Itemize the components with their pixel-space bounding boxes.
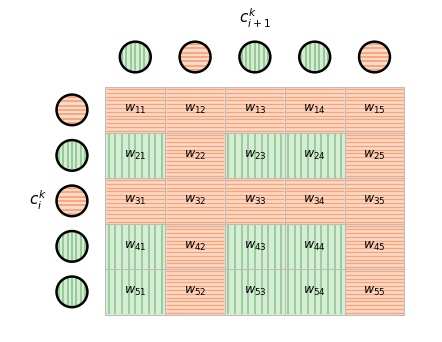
Circle shape [179,42,210,72]
Bar [225,269,285,315]
Text: $w_{51}$: $w_{51}$ [124,285,147,299]
Bar [165,87,225,133]
Bar [105,133,165,178]
Text: $w_{13}$: $w_{13}$ [244,103,266,117]
Bar [225,87,285,133]
Text: $w_{34}$: $w_{34}$ [303,194,326,208]
Bar [105,224,165,269]
Bar [285,178,345,224]
Bar [165,87,225,133]
Bar [165,133,225,178]
Text: $w_{23}$: $w_{23}$ [244,149,266,162]
Bar [285,224,345,269]
Text: $w_{11}$: $w_{11}$ [124,103,147,117]
Text: $w_{25}$: $w_{25}$ [363,149,386,162]
Bar [225,133,285,178]
Text: $w_{54}$: $w_{54}$ [303,285,326,299]
Text: $w_{12}$: $w_{12}$ [184,103,206,117]
Bar [105,133,165,178]
Text: $w_{15}$: $w_{15}$ [363,103,386,117]
Bar [285,87,345,133]
Bar [225,178,285,224]
Bar [345,224,404,269]
Bar [225,87,285,133]
Bar [345,133,404,178]
Bar [225,224,285,269]
Circle shape [359,42,390,72]
Text: $c_{i+1}^{k}$: $c_{i+1}^{k}$ [239,6,271,30]
Bar [345,87,404,133]
Circle shape [299,42,330,72]
Bar [345,133,404,178]
Bar [105,87,165,133]
Bar [225,269,285,315]
Bar [285,178,345,224]
Bar [345,178,404,224]
Text: $w_{53}$: $w_{53}$ [244,285,266,299]
Text: $w_{22}$: $w_{22}$ [184,149,206,162]
Bar [165,224,225,269]
Bar [225,133,285,178]
Text: $w_{42}$: $w_{42}$ [184,240,206,253]
Circle shape [57,277,88,307]
Circle shape [57,186,88,216]
Bar [105,87,165,133]
Bar [225,178,285,224]
Text: $w_{55}$: $w_{55}$ [363,285,386,299]
Bar [165,269,225,315]
Bar [165,269,225,315]
Text: $w_{21}$: $w_{21}$ [124,149,147,162]
Bar [285,269,345,315]
Circle shape [120,42,151,72]
Bar [165,178,225,224]
Bar [345,87,404,133]
Bar [285,224,345,269]
Bar [345,269,404,315]
Text: $w_{52}$: $w_{52}$ [184,285,206,299]
Circle shape [240,42,271,72]
Bar [345,269,404,315]
Bar [285,133,345,178]
Bar [105,224,165,269]
Bar [165,133,225,178]
Text: $w_{43}$: $w_{43}$ [244,240,266,253]
Circle shape [57,95,88,125]
Text: $w_{14}$: $w_{14}$ [303,103,326,117]
Text: $w_{24}$: $w_{24}$ [303,149,326,162]
Text: $c_{i}^{k}$: $c_{i}^{k}$ [29,189,46,212]
Text: $w_{41}$: $w_{41}$ [124,240,147,253]
Text: $w_{32}$: $w_{32}$ [184,194,206,208]
Bar [165,224,225,269]
Bar [105,269,165,315]
Bar [285,87,345,133]
Bar [345,178,404,224]
Circle shape [57,231,88,262]
Text: $w_{35}$: $w_{35}$ [363,194,386,208]
Text: $w_{33}$: $w_{33}$ [244,194,266,208]
Text: $w_{44}$: $w_{44}$ [303,240,326,253]
Bar [225,224,285,269]
Bar [105,178,165,224]
Bar [105,269,165,315]
Text: $w_{45}$: $w_{45}$ [363,240,386,253]
Text: $w_{31}$: $w_{31}$ [124,194,147,208]
Bar [285,269,345,315]
Bar [285,133,345,178]
Bar [345,224,404,269]
Bar [165,178,225,224]
Circle shape [57,140,88,171]
Bar [105,178,165,224]
